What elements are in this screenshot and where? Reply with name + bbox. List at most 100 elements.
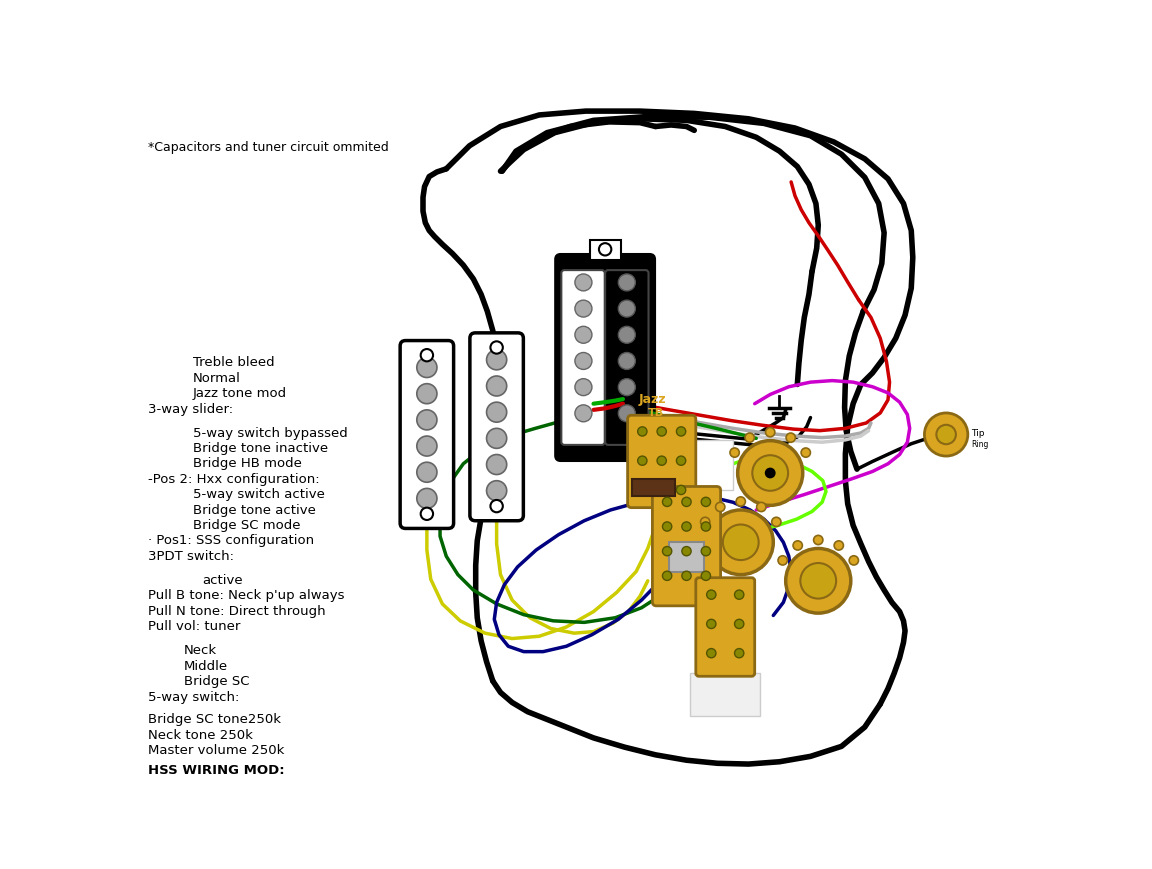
Circle shape — [772, 518, 781, 527]
Circle shape — [638, 486, 647, 495]
Circle shape — [417, 462, 437, 482]
FancyBboxPatch shape — [652, 487, 721, 607]
Circle shape — [662, 547, 672, 556]
Circle shape — [813, 536, 823, 545]
FancyBboxPatch shape — [605, 271, 649, 446]
Circle shape — [682, 572, 691, 580]
Text: · Pos1: SSS configuration: · Pos1: SSS configuration — [149, 534, 314, 547]
Text: Jazz: Jazz — [638, 393, 666, 406]
Circle shape — [757, 503, 766, 512]
Circle shape — [420, 508, 433, 521]
Bar — [669, 542, 704, 572]
Text: Neck tone 250k: Neck tone 250k — [149, 728, 253, 741]
Circle shape — [735, 649, 744, 658]
Circle shape — [676, 428, 685, 436]
Text: Normal: Normal — [194, 371, 241, 384]
Circle shape — [834, 541, 843, 550]
Circle shape — [937, 425, 956, 445]
Text: 5-way switch:: 5-way switch: — [149, 690, 240, 703]
Circle shape — [417, 358, 437, 378]
Text: Middle: Middle — [184, 659, 228, 672]
Circle shape — [722, 525, 759, 561]
Circle shape — [706, 620, 715, 629]
Circle shape — [486, 455, 507, 475]
Circle shape — [849, 556, 858, 566]
Text: Bridge HB mode: Bridge HB mode — [194, 457, 302, 470]
Circle shape — [417, 489, 437, 509]
Circle shape — [486, 376, 507, 396]
FancyBboxPatch shape — [696, 578, 755, 676]
Circle shape — [486, 402, 507, 422]
Text: Master volume 250k: Master volume 250k — [149, 743, 285, 756]
Circle shape — [786, 434, 795, 443]
Circle shape — [638, 456, 647, 466]
Circle shape — [682, 547, 691, 556]
Circle shape — [682, 498, 691, 507]
Text: Pull N tone: Direct through: Pull N tone: Direct through — [149, 604, 326, 617]
Text: Treble bleed: Treble bleed — [194, 356, 274, 368]
Circle shape — [657, 486, 666, 495]
Text: Tip: Tip — [971, 429, 985, 438]
Circle shape — [657, 456, 666, 466]
Circle shape — [619, 275, 636, 292]
Circle shape — [619, 301, 636, 318]
Circle shape — [736, 497, 745, 507]
Circle shape — [575, 301, 592, 318]
Text: Bridge SC mode: Bridge SC mode — [194, 519, 301, 532]
Bar — [644, 441, 733, 491]
FancyBboxPatch shape — [470, 334, 523, 521]
Circle shape — [619, 353, 636, 370]
Text: Bridge SC: Bridge SC — [184, 674, 250, 687]
Circle shape — [700, 518, 710, 527]
FancyBboxPatch shape — [561, 271, 605, 446]
FancyBboxPatch shape — [400, 342, 454, 529]
Circle shape — [676, 486, 685, 495]
Text: HSS WIRING MOD:: HSS WIRING MOD: — [149, 763, 285, 776]
Text: 5-way switch active: 5-way switch active — [194, 488, 325, 501]
Circle shape — [737, 441, 803, 506]
Circle shape — [575, 275, 592, 292]
Circle shape — [708, 510, 773, 575]
Text: Pull B tone: Neck p'up always: Pull B tone: Neck p'up always — [149, 588, 344, 601]
Circle shape — [786, 549, 851, 614]
Circle shape — [778, 556, 787, 566]
Circle shape — [924, 414, 968, 456]
Circle shape — [793, 541, 802, 550]
FancyBboxPatch shape — [628, 415, 696, 508]
Circle shape — [706, 649, 715, 658]
FancyBboxPatch shape — [556, 255, 654, 461]
Circle shape — [491, 342, 502, 355]
Text: active: active — [202, 574, 243, 587]
Circle shape — [752, 455, 788, 491]
Circle shape — [599, 244, 612, 256]
Circle shape — [702, 498, 711, 507]
Text: Jazz tone mod: Jazz tone mod — [194, 387, 287, 400]
Bar — [690, 673, 760, 716]
Text: Ring: Ring — [971, 440, 988, 448]
Circle shape — [491, 501, 502, 513]
Circle shape — [486, 428, 507, 449]
Circle shape — [575, 327, 592, 344]
Text: 3PDT switch:: 3PDT switch: — [149, 549, 235, 562]
Circle shape — [706, 590, 715, 600]
Circle shape — [619, 379, 636, 396]
Circle shape — [575, 353, 592, 370]
Circle shape — [657, 428, 666, 436]
Circle shape — [676, 456, 685, 466]
Text: 3-way slider:: 3-way slider: — [149, 402, 234, 415]
Circle shape — [702, 547, 711, 556]
Circle shape — [420, 349, 433, 362]
Circle shape — [575, 379, 592, 396]
Circle shape — [575, 405, 592, 422]
Text: -Pos 2: Hxx configuration:: -Pos 2: Hxx configuration: — [149, 473, 320, 485]
Circle shape — [766, 428, 775, 437]
Bar — [632, 480, 675, 496]
Circle shape — [702, 522, 711, 532]
Text: *Capacitors and tuner circuit ommited: *Capacitors and tuner circuit ommited — [149, 141, 389, 154]
Circle shape — [662, 498, 672, 507]
Circle shape — [417, 410, 437, 430]
Text: Neck: Neck — [184, 644, 218, 657]
Circle shape — [735, 590, 744, 600]
Text: 5-way switch bypassed: 5-way switch bypassed — [194, 426, 348, 439]
Text: Bridge SC tone250k: Bridge SC tone250k — [149, 713, 281, 726]
